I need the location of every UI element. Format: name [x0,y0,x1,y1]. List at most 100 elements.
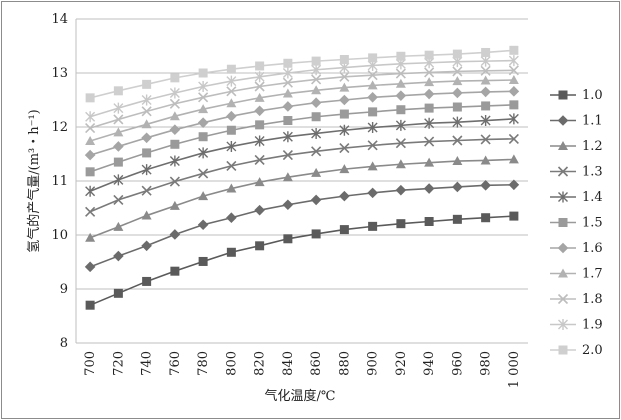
x-tick-label: 860 [309,351,324,376]
series-1.5 [85,100,519,177]
legend-label: 1.8 [582,292,603,307]
data-point [198,147,209,159]
data-point [395,119,406,131]
data-point [85,136,96,146]
data-point [85,93,95,103]
data-point [368,107,378,117]
data-point [226,98,237,108]
data-point [85,232,96,242]
data-point [197,117,209,128]
data-point [254,71,265,83]
x-tick-label: 820 [253,351,268,376]
legend-marker [558,319,568,330]
data-point [509,45,519,55]
data-point [424,103,434,113]
data-point [452,102,462,112]
data-point [508,65,519,76]
y-tick-label: 8 [60,336,68,351]
data-point [113,288,123,298]
data-point [226,86,237,97]
data-point [368,53,378,63]
legend-label: 2.0 [582,343,603,358]
data-point [480,115,491,127]
x-tick-label: 880 [337,351,352,376]
data-point [170,139,180,149]
data-point [480,55,491,67]
data-point [452,116,463,128]
data-point [198,68,208,78]
series-line [89,49,514,99]
data-point [141,240,152,252]
data-point [339,109,349,119]
data-point [311,112,321,122]
data-point [480,180,491,191]
data-point [452,214,462,224]
data-point [367,80,378,90]
series-2.0 [85,45,519,103]
data-point [198,81,209,92]
data-point [113,174,124,186]
data-point [226,75,237,87]
legend-label: 1.7 [582,267,603,282]
data-point [452,181,463,193]
data-point [113,102,124,114]
data-point [367,187,378,199]
data-point [141,185,152,196]
x-tick-label: 700 [83,351,98,376]
data-point [480,86,491,98]
data-point [311,229,321,239]
x-tick-label: 980 [479,351,494,376]
x-tick-label: 720 [111,351,126,376]
data-point [423,88,435,100]
legend-item: 1.2 [550,139,603,154]
data-point [255,120,265,130]
series-group [84,45,520,310]
data-point [113,194,124,205]
data-point [367,122,378,134]
series-1.3 [85,133,519,217]
data-point [283,116,293,126]
x-tick-label: 900 [366,351,381,376]
data-point [254,92,265,102]
data-point [113,141,124,152]
legend-marker [557,166,569,177]
data-point [311,85,322,95]
legend-item: 1.7 [550,267,603,282]
x-tick-label: 1 000 [507,351,522,388]
legend-item: 1.5 [550,216,603,231]
legend-marker [558,141,568,150]
series-1.8 [85,65,519,134]
data-point [226,183,237,193]
legend-item: 1.4 [550,190,603,205]
data-point [141,210,152,220]
legend-item: 1.0 [550,88,603,103]
data-point [508,113,519,125]
legend-marker [558,191,568,203]
series-line [89,215,514,306]
data-point [85,111,96,123]
legend-marker [558,218,568,227]
legend: 1.0 1.1 1.2 1.3 1.4 1.5 1.6 1.7 1.8 1.9 2.0 [550,88,603,358]
data-point [198,256,208,266]
legend-label: 1.4 [582,190,603,205]
data-point [395,90,407,101]
data-point [85,300,95,310]
series-1.7 [85,75,519,146]
data-point [226,110,237,122]
legend-item: 1.9 [550,318,603,333]
data-point [198,104,209,114]
data-point [113,221,124,231]
data-point [339,94,350,106]
data-point [85,185,96,197]
x-tick-label: 960 [450,351,465,376]
data-point [84,149,96,161]
data-point [141,119,152,129]
data-point [254,204,265,216]
data-point [508,154,519,164]
x-tick-label: 760 [168,351,183,376]
data-point [480,75,491,85]
series-1.6 [84,86,520,161]
data-point [226,140,237,152]
data-point [254,177,265,187]
